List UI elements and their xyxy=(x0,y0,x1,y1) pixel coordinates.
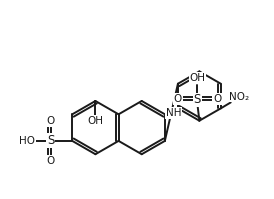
Text: NO₂: NO₂ xyxy=(229,92,249,101)
Text: HO: HO xyxy=(19,136,35,146)
Text: OH: OH xyxy=(189,73,206,83)
Text: O: O xyxy=(213,94,221,104)
Text: O: O xyxy=(173,94,182,104)
Text: O: O xyxy=(46,156,55,166)
Text: OH: OH xyxy=(87,116,103,126)
Text: NH: NH xyxy=(165,108,181,118)
Text: S: S xyxy=(47,134,54,147)
Text: O: O xyxy=(46,116,55,126)
Text: S: S xyxy=(194,94,201,106)
